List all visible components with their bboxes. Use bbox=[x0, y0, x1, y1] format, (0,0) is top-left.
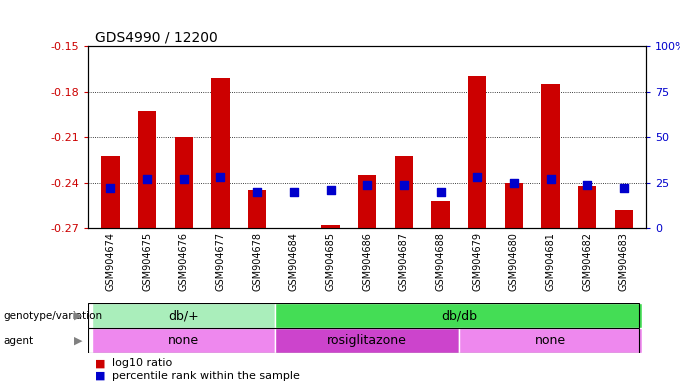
Text: GSM904687: GSM904687 bbox=[399, 232, 409, 291]
Text: GSM904688: GSM904688 bbox=[436, 232, 445, 291]
Text: GSM904680: GSM904680 bbox=[509, 232, 519, 291]
Bar bbox=[248, 190, 267, 228]
Bar bbox=[541, 84, 560, 228]
Point bbox=[178, 176, 189, 182]
Text: GSM904675: GSM904675 bbox=[142, 232, 152, 291]
Bar bbox=[175, 137, 193, 228]
Text: ■: ■ bbox=[95, 371, 105, 381]
Point bbox=[325, 187, 336, 193]
Point bbox=[398, 182, 409, 188]
Text: GSM904683: GSM904683 bbox=[619, 232, 629, 291]
Point bbox=[105, 185, 116, 191]
Bar bbox=[394, 156, 413, 228]
Text: GSM904677: GSM904677 bbox=[216, 232, 226, 291]
Text: GSM904676: GSM904676 bbox=[179, 232, 189, 291]
Text: GDS4990 / 12200: GDS4990 / 12200 bbox=[95, 30, 218, 44]
Point bbox=[545, 176, 556, 182]
Bar bbox=[505, 183, 523, 228]
Bar bbox=[275, 328, 459, 353]
Bar bbox=[101, 156, 120, 228]
Point bbox=[509, 180, 520, 186]
Text: GSM904679: GSM904679 bbox=[472, 232, 482, 291]
Text: GSM904684: GSM904684 bbox=[289, 232, 299, 291]
Text: GSM904681: GSM904681 bbox=[545, 232, 556, 291]
Text: percentile rank within the sample: percentile rank within the sample bbox=[112, 371, 300, 381]
Text: db/+: db/+ bbox=[169, 310, 199, 322]
Bar bbox=[431, 201, 449, 228]
Text: none: none bbox=[535, 334, 566, 347]
Bar bbox=[615, 210, 633, 228]
Text: GSM904685: GSM904685 bbox=[326, 232, 335, 291]
Text: GSM904682: GSM904682 bbox=[582, 232, 592, 291]
Bar bbox=[468, 76, 486, 228]
Bar bbox=[211, 78, 230, 228]
Text: none: none bbox=[168, 334, 199, 347]
Point bbox=[472, 174, 483, 180]
Bar bbox=[138, 111, 156, 228]
Text: db/db: db/db bbox=[441, 310, 477, 322]
Text: agent: agent bbox=[3, 336, 33, 346]
Point bbox=[435, 189, 446, 195]
Text: log10 ratio: log10 ratio bbox=[112, 358, 173, 368]
Bar bbox=[322, 225, 340, 228]
Bar bbox=[459, 328, 643, 353]
Text: ▶: ▶ bbox=[74, 336, 82, 346]
Bar bbox=[275, 303, 643, 328]
Bar bbox=[92, 303, 275, 328]
Text: genotype/variation: genotype/variation bbox=[3, 311, 103, 321]
Point bbox=[288, 189, 299, 195]
Text: GSM904686: GSM904686 bbox=[362, 232, 372, 291]
Point bbox=[582, 182, 593, 188]
Text: rosiglitazone: rosiglitazone bbox=[327, 334, 407, 347]
Point bbox=[619, 185, 630, 191]
Text: GSM904674: GSM904674 bbox=[105, 232, 116, 291]
Bar bbox=[92, 328, 275, 353]
Point bbox=[362, 182, 373, 188]
Text: GSM904678: GSM904678 bbox=[252, 232, 262, 291]
Point bbox=[252, 189, 262, 195]
Bar bbox=[358, 175, 376, 228]
Point bbox=[215, 174, 226, 180]
Point bbox=[141, 176, 152, 182]
Bar bbox=[578, 186, 596, 228]
Text: ▶: ▶ bbox=[74, 311, 82, 321]
Text: ■: ■ bbox=[95, 358, 105, 368]
